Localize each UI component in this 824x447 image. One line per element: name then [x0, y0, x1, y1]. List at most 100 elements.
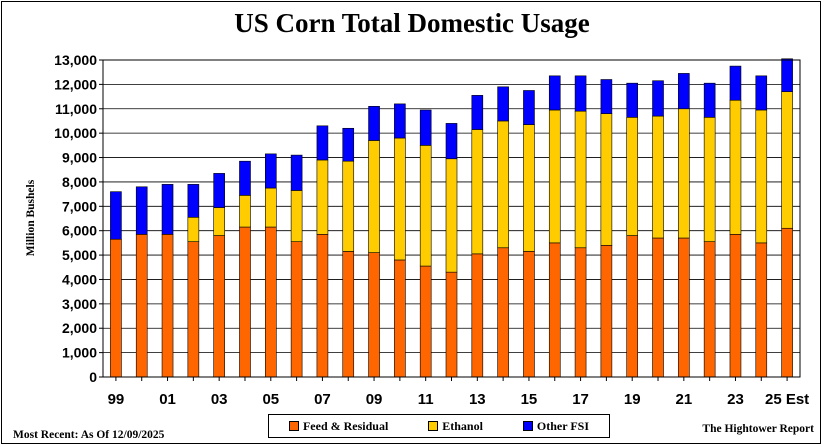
bar-segment-feed-residual — [755, 242, 768, 378]
bar-segment-ethanol — [187, 216, 200, 242]
x-tick-label: 19 — [624, 391, 641, 408]
y-tick-label: 4,000 — [62, 271, 97, 287]
bar-segment-ethanol — [471, 129, 484, 255]
bar-segment-feed-residual — [523, 251, 535, 378]
legend-item-other-fsi: Other FSI — [522, 419, 589, 434]
bar-segment-feed-residual — [574, 247, 587, 378]
bar-segment-other-fsi — [729, 65, 742, 101]
bar-segment-other-fsi — [239, 160, 251, 196]
bar-segment-ethanol — [755, 109, 768, 244]
x-tick-label: 17 — [572, 391, 589, 408]
bars — [110, 58, 793, 378]
bar-segment-other-fsi — [574, 75, 587, 112]
bar-segment-other-fsi — [213, 173, 225, 208]
bar-segment-ethanol — [239, 195, 251, 228]
bar-segment-other-fsi — [368, 106, 380, 141]
y-tick-label: 1,000 — [62, 345, 97, 361]
bar-segment-feed-residual — [548, 242, 561, 378]
x-tick-label: 11 — [418, 391, 434, 408]
x-tick-label: 23 — [727, 391, 744, 408]
legend: Feed & Residual Ethanol Other FSI — [268, 414, 610, 438]
bar-segment-ethanol — [600, 113, 613, 246]
y-tick-label: 7,000 — [62, 198, 97, 214]
bar-segment-ethanol — [678, 108, 690, 239]
axes: 0 1,000 2,000 3,000 4,000 5,000 6,000 7,000 8,00… — [54, 52, 809, 408]
legend-item-ethanol: Ethanol — [428, 419, 483, 434]
bar-segment-ethanol — [316, 159, 329, 235]
y-tick-label: 13,000 — [54, 52, 97, 68]
bar-segment-ethanol — [419, 145, 432, 267]
bar-segment-ethanol — [497, 120, 509, 249]
y-tick-label: 9,000 — [62, 150, 97, 166]
bar-segment-feed-residual — [135, 234, 148, 378]
bar-segment-ethanol — [626, 117, 639, 236]
bar-segment-other-fsi — [110, 191, 122, 240]
bar-segment-other-fsi — [781, 58, 793, 93]
bar-segment-other-fsi — [419, 109, 432, 146]
legend-swatch-feed — [288, 421, 299, 431]
bar-segment-feed-residual — [213, 235, 225, 378]
bar-segment-feed-residual — [187, 241, 200, 378]
bar-segment-other-fsi — [548, 75, 561, 111]
bar-segment-ethanol — [523, 124, 535, 252]
bar-segment-ethanol — [394, 137, 406, 261]
bar-segment-other-fsi — [342, 127, 355, 162]
y-tick-label: 6,000 — [62, 223, 97, 239]
y-tick-label: 2,000 — [62, 320, 97, 336]
bar-segment-ethanol — [652, 115, 664, 239]
bar-segment-feed-residual — [161, 234, 174, 378]
bar-segment-feed-residual — [290, 241, 303, 378]
bar-segment-ethanol — [445, 158, 458, 273]
bar-segment-other-fsi — [652, 80, 664, 117]
x-tick-label: 09 — [366, 391, 383, 408]
bar-segment-ethanol — [781, 91, 793, 229]
bar-segment-ethanol — [264, 187, 277, 228]
bar-segment-feed-residual — [781, 227, 793, 378]
x-tick-label: 15 — [521, 391, 538, 408]
bar-segment-feed-residual — [342, 251, 355, 378]
x-tick-label: 05 — [262, 391, 279, 408]
chart-title: US Corn Total Domestic Usage — [234, 8, 590, 38]
bar-segment-other-fsi — [678, 73, 690, 110]
bar-segment-other-fsi — [703, 82, 716, 118]
bar-segment-other-fsi — [161, 184, 174, 235]
y-tick-label: 11,000 — [55, 101, 97, 117]
x-tick-label: 01 — [159, 391, 176, 408]
y-tick-label: 12,000 — [54, 76, 97, 92]
bar-segment-feed-residual — [497, 247, 509, 378]
legend-item-feed: Feed & Residual — [288, 419, 388, 434]
bar-segment-ethanol — [213, 207, 225, 236]
x-tick-label: 13 — [469, 391, 486, 408]
bar-segment-other-fsi — [471, 95, 484, 130]
bar-segment-ethanol — [548, 109, 561, 244]
bar-segment-other-fsi — [135, 186, 148, 235]
bar-segment-feed-residual — [419, 265, 432, 378]
legend-label-ethanol: Ethanol — [442, 418, 483, 433]
bar-segment-other-fsi — [600, 79, 613, 114]
x-tick-label: 03 — [211, 391, 228, 408]
y-tick-label: 10,000 — [54, 125, 97, 141]
bar-segment-other-fsi — [497, 86, 509, 122]
bar-segment-other-fsi — [755, 75, 768, 111]
y-tick-label: 5,000 — [62, 247, 97, 263]
bar-segment-other-fsi — [523, 90, 535, 125]
legend-swatch-ethanol — [428, 421, 439, 431]
x-tick-label: 07 — [314, 391, 331, 408]
bar-segment-ethanol — [574, 110, 587, 249]
bar-segment-other-fsi — [290, 154, 303, 191]
y-tick-label: 0 — [89, 369, 97, 385]
bar-segment-other-fsi — [626, 82, 639, 118]
bar-segment-ethanol — [729, 99, 742, 235]
x-tick-label: 99 — [108, 391, 125, 408]
footer-most-recent: Most Recent: As Of 12/09/2025 — [13, 429, 165, 441]
bar-segment-feed-residual — [678, 237, 690, 378]
bar-segment-feed-residual — [316, 234, 329, 378]
footer-source: The Hightower Report — [702, 423, 814, 435]
bar-segment-feed-residual — [729, 234, 742, 378]
bar-segment-ethanol — [703, 117, 716, 242]
bar-segment-feed-residual — [703, 241, 716, 378]
bar-segment-feed-residual — [110, 238, 122, 378]
bar-segment-ethanol — [342, 160, 355, 252]
